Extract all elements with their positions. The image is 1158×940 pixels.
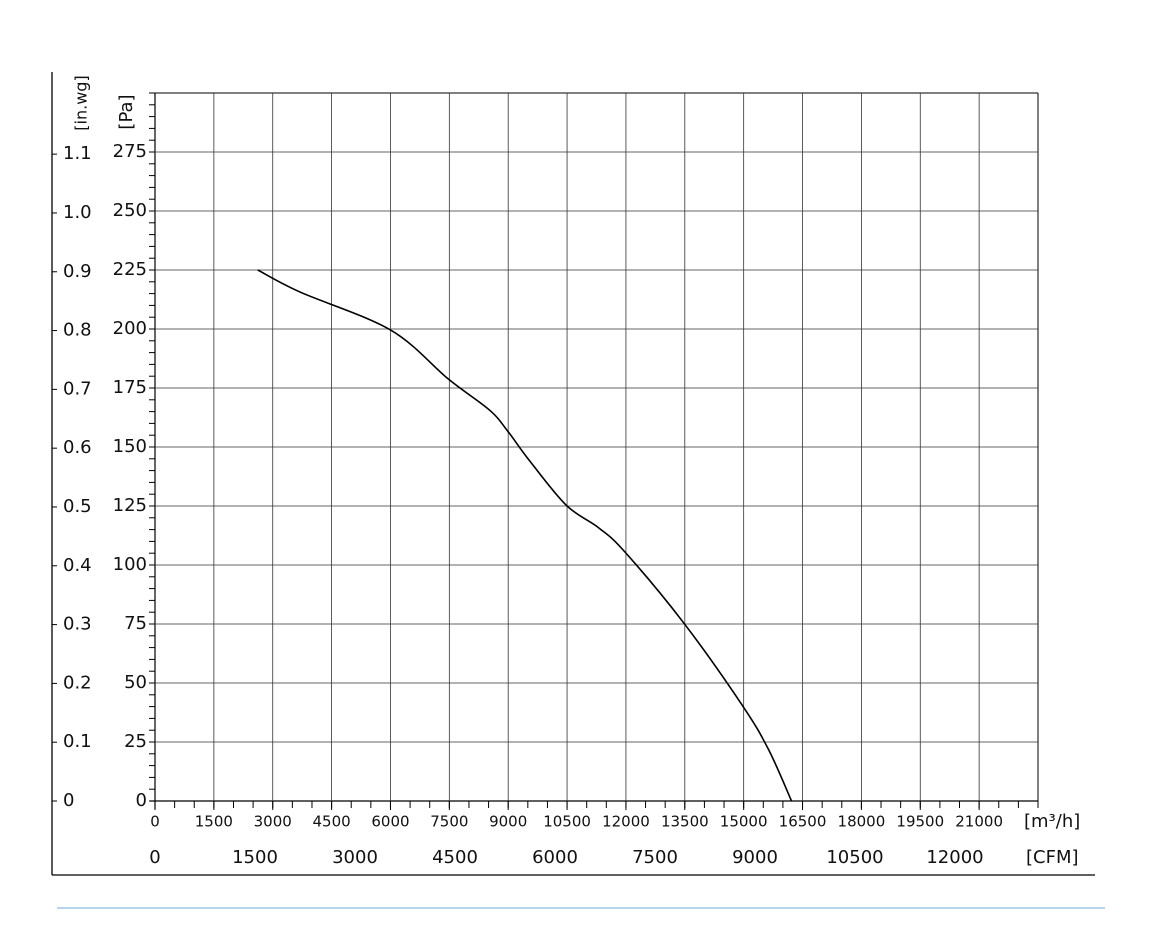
y-tick-label: 0 [136,790,147,811]
y-tick-label: 75 [124,613,147,634]
grid [150,92,1039,809]
x-tick-label: 6000 [371,813,409,831]
y-tick-label: 175 [113,377,147,398]
y2-tick-label: 0 [63,790,74,811]
x2-tick-label: 4500 [432,847,478,868]
x2-tick-label: 3000 [332,847,378,868]
x2-tick-label: 1500 [232,847,278,868]
y2-tick-label: 0.6 [63,437,92,458]
y2-tick-label: 0.9 [63,261,92,282]
y-tick-label: 100 [113,554,147,575]
x-tick-label: 9000 [489,813,527,831]
y2-tick-label: 0.4 [63,555,92,576]
x2-axis-label: [CFM] [1026,847,1079,868]
y-axis-label: [Pa] [116,94,137,129]
x-tick-label: 3000 [254,813,292,831]
x2-tick-label: 9000 [732,847,778,868]
y-tick-label: 25 [124,731,147,752]
y2-tick-label: 0.2 [63,672,92,693]
y2-tick-label: 0.5 [63,496,92,517]
x-tick-label: 10500 [543,813,591,831]
y2-tick-label: 0.7 [63,378,92,399]
x-tick-label: 18000 [838,813,886,831]
x-tick-label: 4500 [313,813,351,831]
x2-tick-label: 7500 [632,847,678,868]
y2-axis-label: [in.wg] [72,75,91,130]
x2-tick-label: 0 [149,847,160,868]
ticks: 0 25 50 75 100 125 150 175 200 225 250 275 0 0.1 0.2 0.… [52,92,1039,868]
y-tick-label: 275 [113,141,147,162]
x-tick-label: 12000 [602,813,650,831]
y2-tick-label: 1.1 [63,143,92,164]
y-tick-label: 250 [113,200,147,221]
x-tick-label: 21000 [955,813,1003,831]
line [257,269,793,802]
y2-tick-label: 0.3 [63,614,92,635]
x-tick-label: 13500 [661,813,709,831]
x2-tick-label: 6000 [532,847,578,868]
x2-tick-label: 10500 [826,847,883,868]
x-tick-label: 16500 [779,813,827,831]
y-tick-label: 125 [113,495,147,516]
y2-tick-label: 1.0 [63,202,92,223]
x-tick-label: 0 [150,813,160,831]
y-tick-label: 225 [113,259,147,280]
y-tick-label: 200 [113,318,147,339]
x-tick-label: 19500 [896,813,944,831]
x-tick-label: 15000 [720,813,768,831]
x-axis-label: [m³/h] [1024,811,1080,832]
x2-tick-label: 12000 [926,847,983,868]
curve [257,269,793,802]
x-tick-label: 7500 [430,813,468,831]
y-tick-label: 150 [113,436,147,457]
y2-tick-label: 0.8 [63,320,92,341]
y2-tick-label: 0.1 [63,731,92,752]
x-tick-label: 1500 [195,813,233,831]
y-tick-label: 50 [124,672,147,693]
